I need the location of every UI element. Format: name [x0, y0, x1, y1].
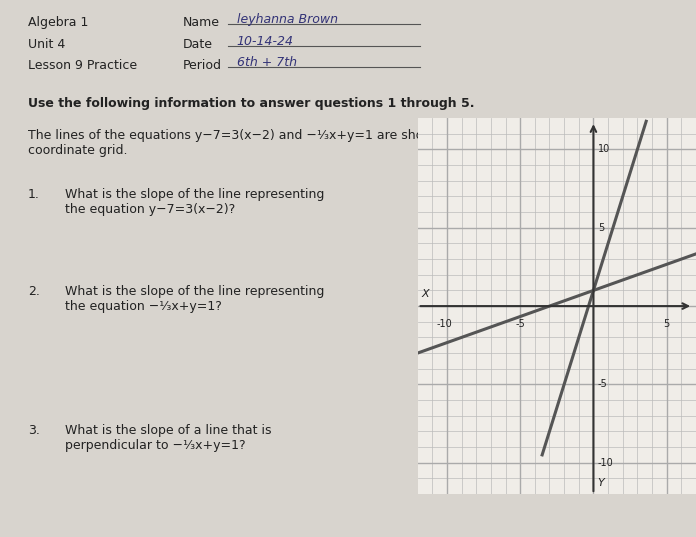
Text: Y: Y	[597, 478, 604, 488]
Text: Lesson 9 Practice: Lesson 9 Practice	[28, 59, 137, 72]
Text: 10-14-24: 10-14-24	[237, 35, 294, 48]
Text: leyhanna Brown: leyhanna Brown	[237, 13, 338, 26]
Text: -5: -5	[515, 318, 525, 329]
Text: -10: -10	[598, 458, 614, 468]
Text: 3.: 3.	[28, 424, 40, 437]
Text: Name: Name	[182, 16, 219, 29]
Text: Period: Period	[182, 59, 221, 72]
Text: What is the slope of the line representing
the equation −¹⁄₃x+y=1?: What is the slope of the line representi…	[65, 285, 325, 313]
Text: Algebra 1: Algebra 1	[28, 16, 88, 29]
Text: The lines of the equations y−7=3(x−2) and −¹⁄₃x+y=1 are shown on the same
coordi: The lines of the equations y−7=3(x−2) an…	[28, 129, 523, 157]
Text: 2.: 2.	[28, 285, 40, 297]
Text: 6th + 7th: 6th + 7th	[237, 56, 296, 69]
Text: -10: -10	[436, 318, 452, 329]
Text: Date: Date	[182, 38, 212, 50]
Text: X: X	[421, 289, 429, 299]
Text: 10: 10	[598, 144, 610, 155]
Text: Unit 4: Unit 4	[28, 38, 65, 50]
Text: 1.: 1.	[28, 188, 40, 201]
Text: 5: 5	[598, 223, 604, 233]
Text: -5: -5	[598, 380, 608, 389]
Text: What is the slope of the line representing
the equation y−7=3(x−2)?: What is the slope of the line representi…	[65, 188, 325, 216]
Text: 5: 5	[663, 318, 670, 329]
Text: What is the slope of a line that is
perpendicular to −¹⁄₃x+y=1?: What is the slope of a line that is perp…	[65, 424, 272, 452]
Text: Use the following information to answer questions 1 through 5.: Use the following information to answer …	[28, 97, 475, 110]
